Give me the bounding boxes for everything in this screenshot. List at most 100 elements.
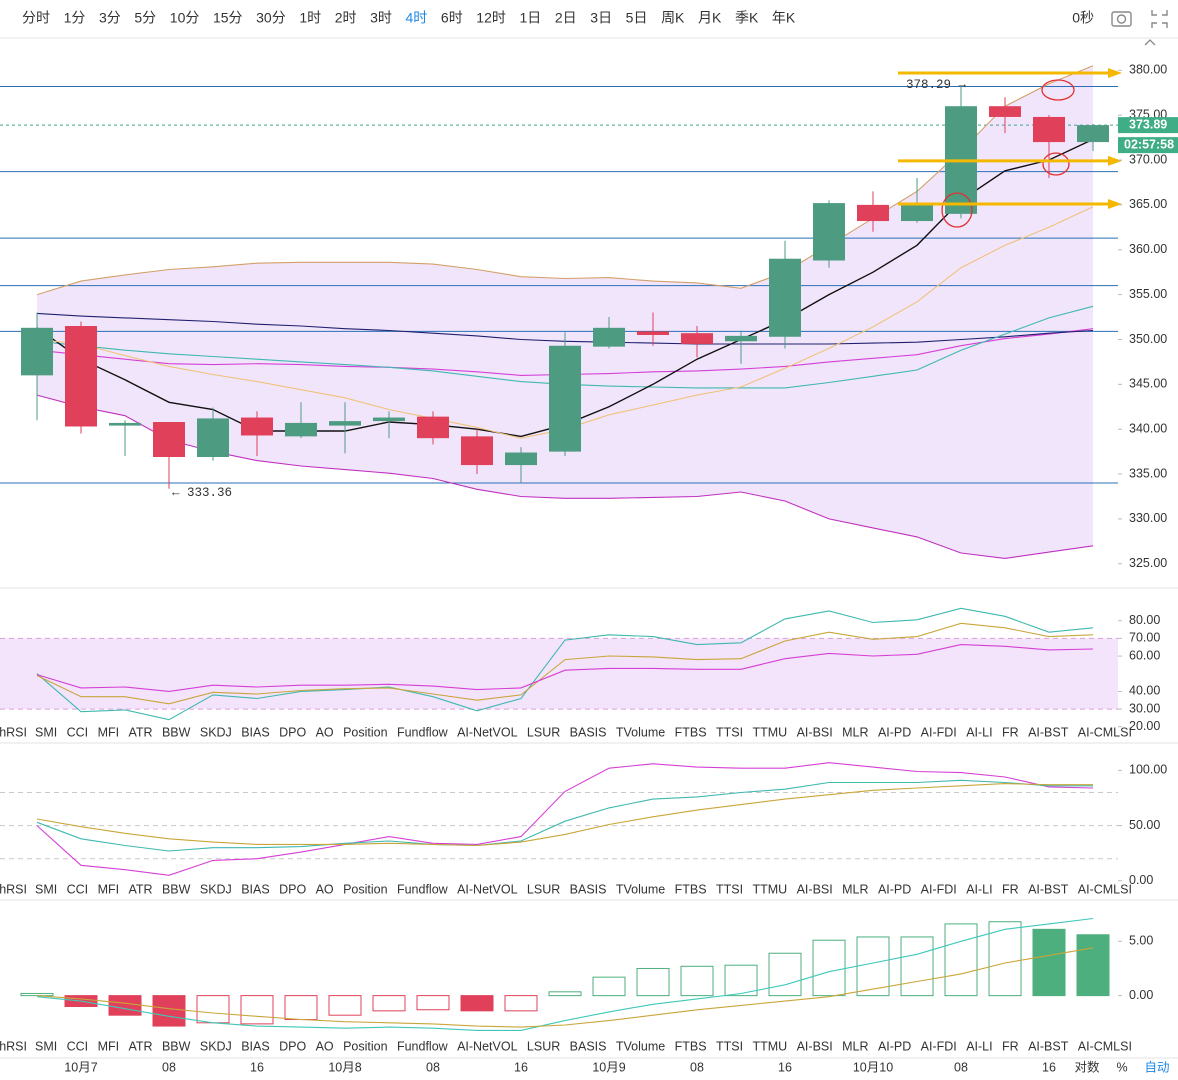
indicator-tab[interactable]: AI-NetVOL — [457, 725, 517, 739]
indicator-tab[interactable]: DPO — [279, 1039, 306, 1053]
indicator-tab[interactable]: FTBS — [675, 1039, 707, 1053]
indicator-tab[interactable]: AI-NetVOL — [457, 882, 517, 896]
timeframe-button[interactable]: 10分 — [170, 10, 200, 26]
indicator-tab[interactable]: Position — [343, 1039, 388, 1053]
indicator-tab[interactable]: AI-LI — [966, 725, 992, 739]
indicator-tab[interactable]: FR — [1002, 1039, 1019, 1053]
indicator-tab[interactable]: AI-BSI — [797, 1039, 833, 1053]
indicator-tab[interactable]: AI-BST — [1028, 1039, 1069, 1053]
indicator-tab[interactable]: BBW — [162, 882, 191, 896]
timeframe-button[interactable]: 6时 — [441, 10, 463, 26]
axis-option[interactable]: 对数 — [1074, 1059, 1100, 1074]
indicator-tab[interactable]: Position — [343, 725, 388, 739]
timeframe-button[interactable]: 月K — [698, 10, 722, 26]
indicator-tab[interactable]: TTMU — [752, 882, 787, 896]
indicator-tab[interactable]: FR — [1002, 882, 1019, 896]
indicator-tab[interactable]: Fundflow — [397, 725, 449, 739]
indicator-tab[interactable]: MLR — [842, 725, 868, 739]
indicator-tab[interactable]: BBW — [162, 1039, 191, 1053]
timeframe-button[interactable]: 年K — [772, 10, 796, 26]
refresh-label[interactable]: 0秒 — [1072, 10, 1094, 26]
indicator-tab[interactable]: AO — [316, 882, 334, 896]
indicator-tab[interactable]: DPO — [279, 882, 306, 896]
indicator-tab[interactable]: CCI — [67, 725, 89, 739]
indicator-tab[interactable]: BASIS — [570, 725, 607, 739]
indicator-tab[interactable]: AI-LI — [966, 882, 992, 896]
indicator-tab[interactable]: AI-BST — [1028, 725, 1069, 739]
camera-icon[interactable] — [1111, 11, 1132, 27]
axis-option[interactable]: 自动 — [1144, 1060, 1169, 1074]
indicator-tab[interactable]: BASIS — [570, 1039, 607, 1053]
indicator-tab[interactable]: SKDJ — [200, 725, 232, 739]
indicator-tab[interactable]: BBW — [162, 725, 191, 739]
indicator-tab[interactable]: AI-BSI — [797, 725, 833, 739]
indicator-tab[interactable]: BIAS — [241, 882, 270, 896]
indicator-tab[interactable]: AI-FDI — [921, 882, 957, 896]
timeframe-button[interactable]: 3分 — [99, 10, 121, 26]
indicator-tab[interactable]: AI-CMLSI — [1078, 725, 1132, 739]
indicator-tab[interactable]: SMI — [35, 882, 57, 896]
indicator-tab[interactable]: SMI — [35, 725, 57, 739]
indicator-tab[interactable]: LSUR — [527, 882, 560, 896]
indicator-tab[interactable]: TTSI — [716, 725, 743, 739]
timeframe-button[interactable]: 季K — [735, 10, 759, 26]
indicator-tab[interactable]: TTSI — [716, 882, 743, 896]
indicator-tab[interactable]: MFI — [98, 1039, 120, 1053]
indicator-tab[interactable]: Fundflow — [397, 882, 449, 896]
timeframe-button[interactable]: 分时 — [22, 10, 50, 26]
indicator-tab[interactable]: CCI — [67, 882, 89, 896]
indicator-tab[interactable]: AI-CMLSI — [1078, 1039, 1132, 1053]
indicator-tab[interactable]: SKDJ — [200, 1039, 232, 1053]
timeframe-button[interactable]: 15分 — [213, 10, 243, 26]
indicator-tab[interactable]: AI-PD — [878, 1039, 911, 1053]
collapse-icon[interactable] — [1144, 39, 1156, 46]
indicator-tab[interactable]: TTSI — [716, 1039, 743, 1053]
indicator-tab[interactable]: MFI — [98, 725, 120, 739]
timeframe-button[interactable]: 5分 — [134, 10, 156, 26]
indicator-tab[interactable]: AI-LI — [966, 1039, 992, 1053]
indicator-tab[interactable]: AI-BST — [1028, 882, 1069, 896]
indicator-tab[interactable]: AI-FDI — [921, 1039, 957, 1053]
indicator-tab[interactable]: TTMU — [752, 725, 787, 739]
timeframe-button[interactable]: 4时 — [406, 10, 428, 26]
indicator-tab[interactable]: MLR — [842, 1039, 868, 1053]
indicator-tab[interactable]: CCI — [67, 1039, 89, 1053]
timeframe-button[interactable]: 5日 — [626, 10, 648, 26]
fullscreen-icon[interactable] — [1151, 10, 1168, 28]
timeframe-button[interactable]: 1分 — [64, 10, 86, 26]
indicator-tab[interactable]: LSUR — [527, 1039, 560, 1053]
indicator-tab[interactable]: FTBS — [675, 725, 707, 739]
indicator-tab[interactable]: AO — [316, 725, 334, 739]
axis-option[interactable]: % — [1116, 1060, 1127, 1074]
timeframe-button[interactable]: 2时 — [335, 10, 357, 26]
indicator-tab[interactable]: StochRSI — [0, 1039, 27, 1053]
indicator-tab[interactable]: FTBS — [675, 882, 707, 896]
indicator-tab[interactable]: SKDJ — [200, 882, 232, 896]
indicator-tab[interactable]: FR — [1002, 725, 1019, 739]
indicator-tab[interactable]: TVolume — [616, 882, 665, 896]
indicator-tab[interactable]: AI-PD — [878, 882, 911, 896]
timeframe-button[interactable]: 2日 — [555, 10, 577, 26]
indicator-tab[interactable]: MLR — [842, 882, 868, 896]
indicator-tab[interactable]: AI-CMLSI — [1078, 882, 1132, 896]
indicator-tab[interactable]: TVolume — [616, 1039, 665, 1053]
indicator-tab[interactable]: AI-PD — [878, 725, 911, 739]
indicator-tab[interactable]: ATR — [128, 725, 152, 739]
indicator-tab[interactable]: DPO — [279, 725, 306, 739]
indicator-tab[interactable]: ATR — [128, 1039, 152, 1053]
indicator-tab[interactable]: AI-FDI — [921, 725, 957, 739]
indicator-tab[interactable]: AO — [316, 1039, 334, 1053]
timeframe-button[interactable]: 1日 — [519, 10, 541, 26]
indicator-tab[interactable]: Fundflow — [397, 1039, 449, 1053]
indicator-tab[interactable]: MFI — [98, 882, 120, 896]
indicator-tab[interactable]: BASIS — [570, 882, 607, 896]
timeframe-button[interactable]: 周K — [661, 10, 685, 26]
indicator-tab[interactable]: StochRSI — [0, 882, 27, 896]
timeframe-button[interactable]: 1时 — [299, 10, 321, 26]
indicator-tab[interactable]: BIAS — [241, 1039, 270, 1053]
indicator-tab[interactable]: ATR — [128, 882, 152, 896]
indicator-tab[interactable]: SMI — [35, 1039, 57, 1053]
indicator-tab[interactable]: AI-BSI — [797, 882, 833, 896]
timeframe-button[interactable]: 3日 — [590, 10, 612, 26]
timeframe-button[interactable]: 12时 — [476, 10, 506, 26]
